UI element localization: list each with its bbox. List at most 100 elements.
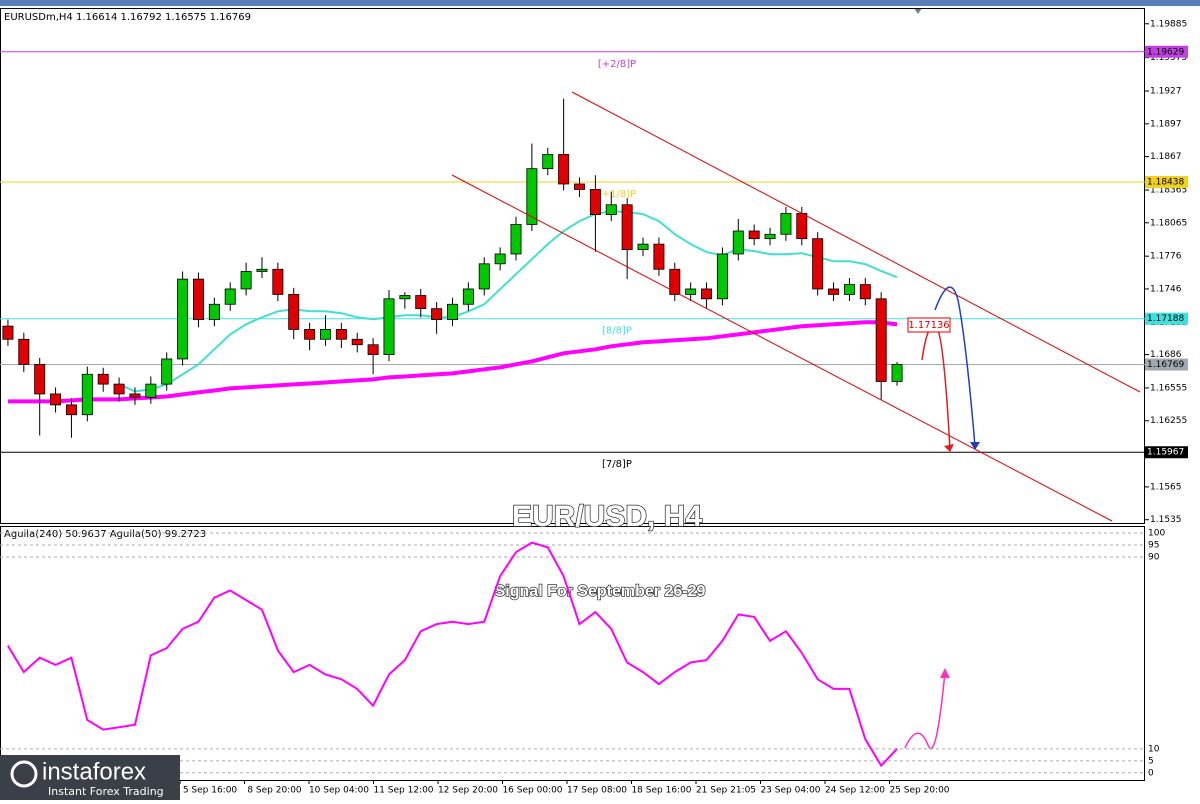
x-tick-label: 8 Sep 20:00 [247, 786, 302, 796]
y-tick-label: 1.1776 [1150, 252, 1182, 262]
price-label: 1.15967 [1147, 448, 1184, 458]
moving-average [118, 210, 898, 393]
price-label: 1.19629 [1147, 47, 1184, 57]
candle-body [716, 253, 728, 300]
candle-body [367, 344, 379, 355]
candle-body [97, 373, 109, 385]
channel-upper [571, 91, 1141, 393]
candle-body [558, 154, 570, 185]
candle-body [18, 338, 30, 365]
candle-body [129, 393, 141, 398]
candle-body [240, 271, 252, 290]
x-tick-label: 12 Sep 20:00 [438, 786, 498, 796]
candle-body [399, 295, 411, 300]
y-tick-label: 1.18365 [1150, 185, 1187, 195]
y-tick-label: 1.16255 [1150, 416, 1187, 426]
candle-body [256, 268, 268, 272]
x-tick-label: 23 Sep 04:00 [760, 786, 820, 796]
candle-body [431, 308, 443, 320]
y-tick-label: 1.1897 [1150, 119, 1182, 129]
candle-body [732, 230, 744, 255]
candle-body [510, 224, 522, 255]
x-tick-label: 11 Sep 12:00 [373, 786, 433, 796]
x-tick-label: 21 Sep 21:05 [696, 786, 756, 796]
y-tick-label: 1.16555 [1150, 383, 1187, 393]
shift-marker [914, 8, 922, 14]
brand: instaforex [42, 758, 146, 785]
candle-body [335, 329, 347, 340]
indicator-line [7, 541, 898, 768]
arrowhead [944, 444, 954, 452]
candle-body [574, 183, 585, 190]
candle-body [208, 303, 220, 320]
indicator-label: Aguila(240) 50.9637 Aguila(50) 99.2723 [4, 529, 206, 540]
level-tag: [8/8]P [602, 326, 632, 337]
price-label-box [1145, 176, 1188, 189]
y-tick-label: 1.1746 [1150, 284, 1182, 294]
candle-body [81, 373, 93, 416]
candle-body [812, 238, 824, 290]
candle-body [478, 263, 490, 290]
candle-body [843, 284, 855, 295]
top-bar [0, 0, 1200, 6]
candle-body [34, 364, 46, 395]
candle-body [65, 404, 77, 416]
candle-body [320, 329, 331, 340]
price-label: 1.17188 [1147, 314, 1184, 324]
x-tick-label: 16 Sep 00:00 [502, 786, 562, 796]
candle-body [2, 325, 14, 340]
indicator-tick-label: 90 [1148, 552, 1160, 562]
price-label-box [1145, 45, 1188, 58]
ma-value-box [907, 317, 951, 333]
symbol: EURUSDm,H4 [4, 12, 73, 23]
candle-body [780, 213, 792, 235]
candle-body [113, 383, 125, 395]
x-tick-label: 5 Sep 16:00 [183, 786, 238, 796]
candle-body [192, 278, 204, 320]
down-arrow-blue [934, 286, 976, 447]
candle-body [447, 303, 458, 320]
main-panel [0, 8, 1145, 524]
y-tick-label: 1.19575 [1150, 53, 1187, 63]
close: 1.16769 [210, 12, 251, 23]
arrowhead [970, 442, 980, 450]
indicator-tick-label: 0 [1148, 768, 1154, 778]
candle-body [304, 329, 316, 340]
logo-icon [10, 760, 38, 788]
candle-body [748, 230, 760, 240]
candle-body [875, 298, 887, 382]
symbol-header: EURUSDm,H4 1.16614 1.16792 1.16575 1.167… [4, 12, 251, 23]
x-tick-label: 24 Sep 12:00 [825, 786, 885, 796]
candle-body [145, 383, 157, 398]
candle-body [161, 358, 173, 385]
price-label: 1.18438 [1147, 178, 1184, 188]
price-label-box [1145, 358, 1188, 371]
indicator-tick-label: 100 [1148, 528, 1165, 538]
up-arrow [904, 671, 946, 750]
y-tick-label: 1.1686 [1150, 350, 1182, 360]
candle-body [224, 288, 236, 305]
candle-body [685, 288, 697, 295]
x-tick-label: 10 Sep 04:00 [309, 786, 369, 796]
candle-body [383, 298, 395, 355]
indicator-tick-label: 5 [1148, 756, 1154, 766]
open: 1.16614 [76, 12, 117, 23]
candle-body [605, 204, 617, 215]
candle-body [637, 243, 649, 250]
arrowhead [940, 668, 950, 678]
candle-body [653, 243, 665, 270]
x-tick-label: 25 Sep 20:00 [889, 786, 949, 796]
candle-body [272, 268, 284, 295]
candle-body [351, 338, 363, 346]
level-tag: [7/8]P [602, 459, 632, 470]
candle-body [828, 288, 840, 295]
chart-subtitle: Signal For September 26-29 [495, 583, 706, 600]
y-tick-label: 1.1867 [1150, 152, 1182, 162]
candle-body [526, 168, 538, 225]
x-tick-label: 18 Sep 16:00 [631, 786, 691, 796]
candle-body [764, 233, 776, 240]
candle-body [701, 288, 713, 300]
candle-body [50, 393, 62, 406]
